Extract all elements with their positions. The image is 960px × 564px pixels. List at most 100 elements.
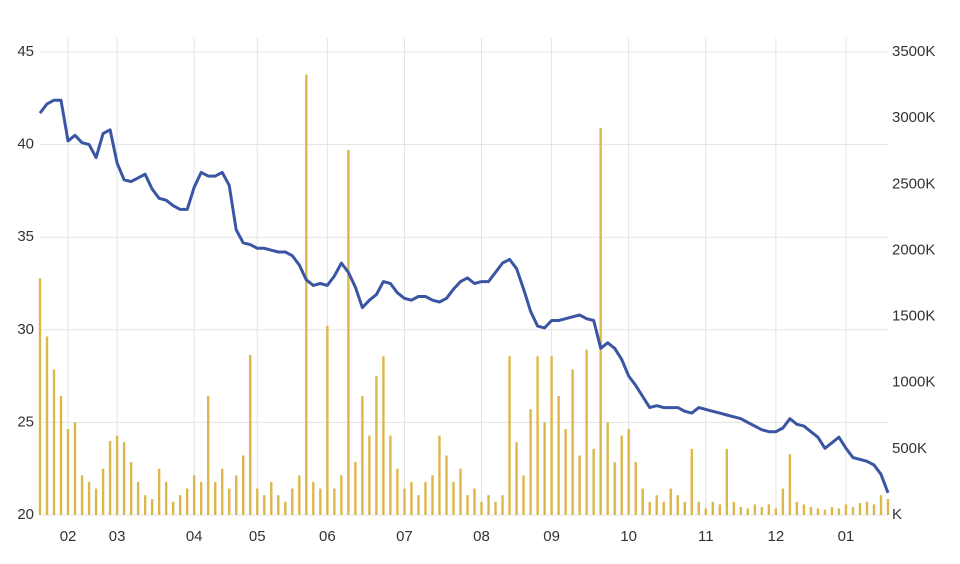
- volume-bar: [171, 501, 175, 515]
- x-tick-label: 03: [109, 528, 126, 545]
- volume-bar: [550, 356, 553, 515]
- volume-bar: [340, 475, 343, 515]
- volume-bar: [466, 495, 469, 515]
- price-line: [38, 98, 890, 494]
- volume-bar: [627, 429, 630, 515]
- y-tick-label: 25: [17, 413, 34, 430]
- x-tick-label: 10: [620, 528, 637, 545]
- volume-bar: [178, 495, 182, 515]
- volume-bar: [270, 481, 273, 515]
- x-tick-label: 05: [249, 528, 266, 545]
- volume-bar: [305, 74, 308, 515]
- volume-bar: [683, 501, 686, 515]
- volume-bar: [620, 435, 623, 515]
- volume-bar: [256, 488, 259, 515]
- volume-bar: [830, 507, 834, 515]
- volume-bar: [648, 501, 651, 515]
- volume-bar: [108, 440, 112, 515]
- volume-bar: [879, 495, 883, 515]
- volume-bar: [501, 495, 504, 515]
- volume-bar: [459, 468, 462, 515]
- volume-bar: [746, 508, 750, 515]
- volume-bar: [417, 495, 420, 515]
- volume-bar: [634, 462, 637, 515]
- volume-bar: [585, 349, 588, 515]
- volume-bar: [80, 475, 84, 515]
- volume-bar: [816, 508, 820, 515]
- x-tick-label: 06: [319, 528, 336, 545]
- volume-bar: [543, 422, 546, 515]
- volume-bar: [326, 325, 329, 515]
- volume-bar: [122, 442, 126, 515]
- volume-bar: [473, 488, 476, 515]
- volume-bar: [753, 504, 757, 515]
- volume-bar: [774, 508, 778, 515]
- volume-bar: [557, 395, 560, 515]
- volume-bar: [59, 395, 63, 515]
- volume-bar: [235, 475, 238, 515]
- volume-bar: [150, 499, 154, 515]
- volume-bar: [291, 488, 294, 515]
- volume-bar: [886, 499, 890, 515]
- volume-bar: [185, 488, 189, 515]
- volume-bar: [136, 481, 140, 515]
- volume-bar: [101, 468, 105, 515]
- volume-bar: [431, 475, 434, 515]
- volume-bar: [45, 336, 49, 515]
- volume-bar: [199, 481, 203, 515]
- volume-bar: [480, 501, 483, 515]
- y2-tick-label: 3500K: [892, 43, 935, 60]
- y2-tick-label: 500K: [892, 440, 927, 457]
- x-tick-label: 01: [838, 528, 855, 545]
- volume-bar: [508, 356, 511, 515]
- volume-bar: [788, 454, 792, 515]
- volume-bar: [38, 278, 42, 515]
- volume-bar: [578, 455, 581, 515]
- volume-bar: [73, 422, 77, 515]
- y-tick-label: 30: [17, 321, 34, 338]
- volume-bar: [690, 448, 693, 515]
- volume-bar: [718, 504, 722, 515]
- y2-tick-label: 1500K: [892, 308, 935, 325]
- y2-tick-label: 3000K: [892, 109, 935, 126]
- volume-bar: [711, 501, 714, 515]
- volume-bar: [704, 508, 707, 515]
- volume-bar: [655, 495, 658, 515]
- volume-bar: [725, 448, 729, 515]
- volume-bar: [739, 507, 743, 515]
- volume-bar: [515, 442, 518, 515]
- volume-bar: [242, 455, 245, 515]
- volume-bar: [592, 448, 595, 515]
- x-tick-label: 08: [473, 528, 490, 545]
- volume-bar: [403, 488, 406, 515]
- volume-bar: [487, 495, 490, 515]
- volume-bar: [872, 504, 876, 515]
- volume-bar: [361, 395, 364, 515]
- volume-bar: [164, 481, 168, 515]
- volume-bar: [312, 481, 315, 515]
- x-tick-label: 12: [768, 528, 785, 545]
- volume-bar: [228, 488, 231, 515]
- y-tick-label: 20: [17, 506, 34, 523]
- volume-bar: [277, 495, 280, 515]
- volume-bar: [641, 488, 644, 515]
- volume-bar: [438, 435, 441, 515]
- volume-bar: [298, 475, 301, 515]
- y2-tick-label: K: [892, 506, 902, 523]
- x-tick-label: 09: [543, 528, 560, 545]
- volume-bar: [599, 128, 602, 516]
- volume-bar: [396, 468, 399, 515]
- volume-bar: [66, 429, 70, 515]
- volume-bar: [732, 501, 736, 515]
- volume-bar: [52, 369, 56, 515]
- y2-tick-label: 2500K: [892, 175, 935, 192]
- volume-bar: [669, 488, 672, 515]
- volume-bar: [452, 481, 455, 515]
- volume-bar: [333, 488, 336, 515]
- y-tick-label: 35: [17, 228, 34, 245]
- volume-bar: [319, 488, 322, 515]
- volume-bar: [851, 507, 855, 515]
- x-tick-label: 02: [60, 528, 77, 545]
- volume-bar: [249, 354, 252, 515]
